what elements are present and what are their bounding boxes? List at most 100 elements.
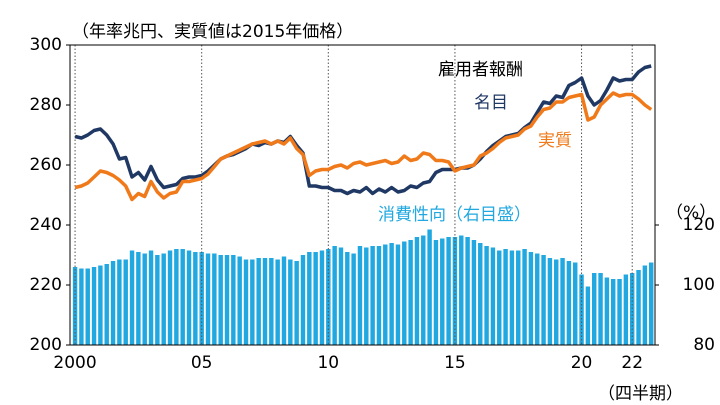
bar [440,238,445,345]
bar [541,255,546,345]
bar [174,249,179,345]
bar [345,252,350,345]
bar [579,274,584,345]
bar [262,258,268,345]
bar [72,267,78,345]
bar [167,250,173,345]
bar [275,259,280,345]
bar [180,249,185,345]
bar [117,259,122,345]
bar [516,250,521,345]
line [74,91,653,202]
bar [642,265,648,345]
bar [351,253,356,345]
bar [408,240,413,345]
bar [332,246,337,345]
bar [610,279,616,345]
bar [484,246,489,345]
bar [91,267,97,345]
y2-tick-label: 80 [693,335,715,355]
bar [648,262,654,345]
bar [592,273,597,345]
line [74,64,652,196]
y2-tick-label: 100 [683,275,715,295]
bar [79,268,84,345]
bar [307,252,312,345]
bar [503,249,508,345]
annotation: 雇用者報酬 [438,60,523,80]
bar [243,259,249,345]
bar [522,249,527,345]
annotation: 実質 [538,131,572,151]
y-tick-label: 300 [30,35,62,55]
x-tick-label: 05 [191,353,213,373]
bar [585,286,591,345]
bar [490,247,496,345]
bar [85,268,90,345]
y-tick-label: 220 [30,275,62,295]
bar [256,258,261,345]
bar [294,261,299,345]
bar [478,243,483,345]
y-tick-label: 240 [30,215,62,235]
bar [446,237,451,345]
bar [193,252,198,345]
bar [104,264,109,345]
bar [376,246,382,345]
bar [560,258,565,345]
bar [218,255,223,345]
bar [129,250,135,345]
bar [427,229,432,345]
y-tick-label: 200 [30,335,62,355]
bar [623,274,629,345]
bar [281,256,287,345]
bar [370,246,375,345]
bar [433,240,439,345]
bar [237,256,242,345]
bar [269,258,274,345]
bar [459,235,464,345]
bar [617,279,622,345]
bar [383,244,388,345]
y2-unit: （%） [666,203,716,223]
x-tick-label: 22 [621,353,643,373]
x-tick-label: 2000 [53,353,96,373]
bar [319,250,325,345]
bar [497,250,502,345]
subtitle: （年率兆円、実質値は2015年価格） [72,22,353,42]
bar [389,243,394,345]
bar [547,258,553,345]
bar [313,252,318,345]
bar [421,235,426,345]
bar [250,259,255,345]
bar [155,255,160,345]
bar [142,253,147,345]
x-tick-label: 10 [317,353,339,373]
annotation: 名目 [474,93,508,113]
bar [212,253,217,345]
annotation: 消費性向（右目盛） [378,205,531,225]
bar [414,237,420,345]
bar [554,259,559,345]
bar [288,259,293,345]
bar [573,262,578,345]
y2-tick-label: 120 [683,215,715,235]
bar [161,253,166,345]
y-tick-label: 280 [30,95,62,115]
bar [509,250,515,345]
bar [110,261,116,345]
bar [338,247,344,345]
bar [123,259,128,345]
plot-frame [69,44,656,346]
x-tick-label: 15 [444,353,466,373]
bar [395,244,401,345]
bar [98,265,103,345]
bar [528,252,534,345]
bar [205,253,211,345]
bar [186,250,192,345]
bar [604,277,610,345]
bar [566,261,572,345]
bar [224,255,230,345]
y-tick-label: 260 [30,155,62,175]
